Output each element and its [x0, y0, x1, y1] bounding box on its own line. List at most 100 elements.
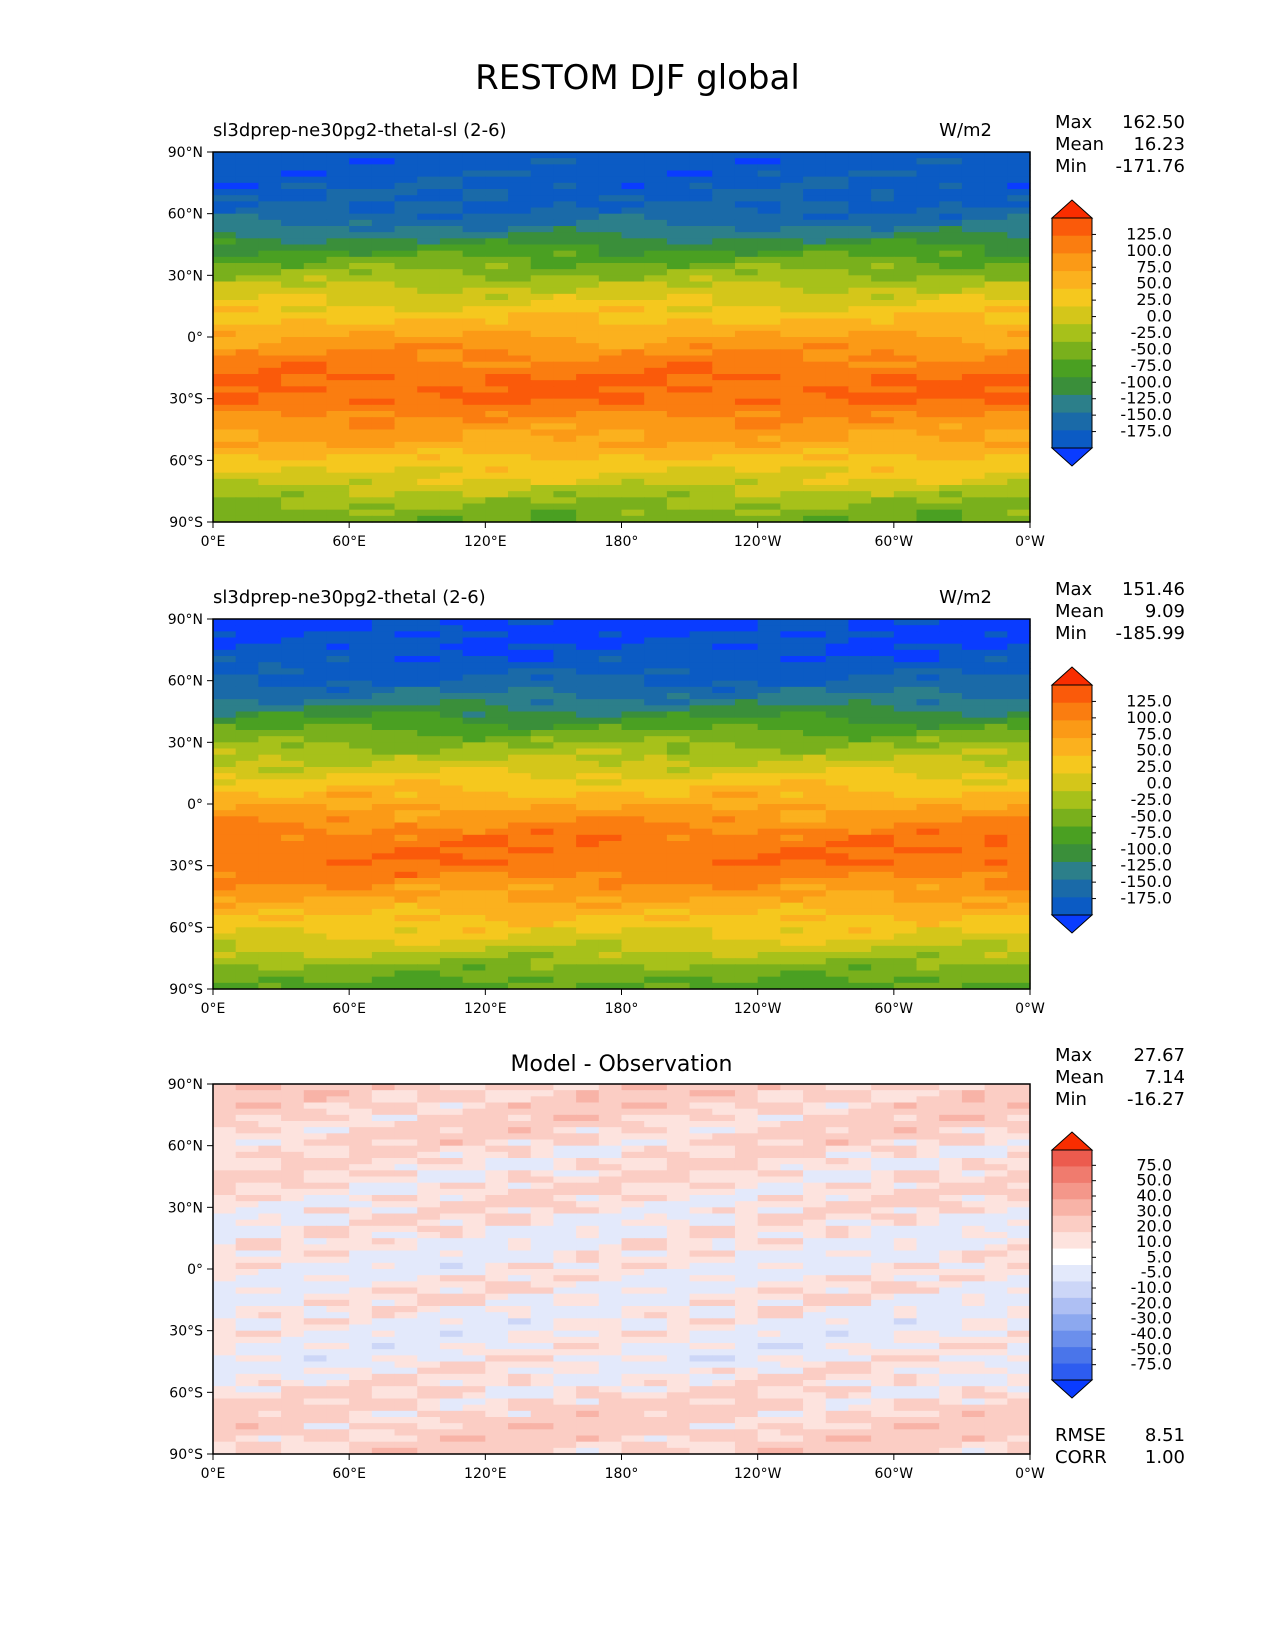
heat-cell [780, 318, 804, 326]
heat-cell [803, 361, 827, 369]
heat-cell [644, 509, 668, 517]
heat-cell [825, 656, 850, 663]
heat-cell [666, 515, 691, 523]
heat-cell [462, 293, 486, 301]
heat-cell [1007, 454, 1031, 461]
heat-cell [258, 939, 282, 947]
heat-cell [530, 693, 555, 700]
heat-cell [303, 878, 328, 885]
heat-cell [1007, 1139, 1031, 1147]
heat-cell [281, 164, 305, 172]
heat-cell [757, 293, 781, 301]
heat-cell [394, 717, 418, 725]
heat-cell [757, 176, 781, 184]
heat-cell [689, 970, 713, 978]
heat-cell [508, 952, 532, 959]
heat-cell [916, 312, 940, 320]
heat-cell [621, 767, 645, 774]
heat-cell [961, 865, 986, 873]
heat-cell [439, 736, 464, 743]
heat-cell [871, 970, 895, 978]
heat-cell [485, 361, 509, 369]
heat-cell [598, 921, 623, 928]
heat-cell [530, 300, 555, 307]
heat-cell [462, 699, 486, 706]
heat-cell [485, 238, 509, 246]
heat-cell [530, 649, 555, 657]
heat-cell [530, 176, 555, 184]
heat-cell [961, 915, 986, 922]
heat-cell [439, 152, 464, 159]
heat-cell [417, 754, 441, 762]
heat-cell [462, 680, 486, 688]
heat-cell [893, 448, 918, 455]
heat-cell [303, 896, 328, 904]
heat-cell [644, 773, 668, 780]
heat-cell [939, 711, 963, 719]
heat-cell [417, 195, 441, 202]
heat-cell [553, 195, 577, 202]
heat-cell [848, 238, 872, 246]
heat-cell [439, 730, 464, 737]
heat-cell [530, 324, 555, 332]
heat-cell [258, 816, 282, 824]
heat-cell [871, 355, 895, 363]
heat-cell [394, 281, 418, 289]
heat-cell [213, 637, 237, 645]
heat-cell [984, 454, 1008, 461]
heat-cell [213, 631, 237, 639]
heat-cell [553, 797, 577, 805]
heat-cell [689, 933, 713, 941]
heat-cell [825, 152, 850, 159]
heat-cell [893, 1102, 918, 1110]
heat-cell [462, 256, 486, 264]
heat-cell [893, 509, 918, 517]
heat-cell [439, 705, 464, 713]
heat-cell [576, 170, 600, 178]
heat-cell [961, 398, 986, 406]
heat-cell [871, 853, 895, 861]
heat-cell [439, 423, 464, 431]
heat-cell [213, 1127, 237, 1134]
heat-cell [712, 693, 736, 700]
heat-cell [621, 478, 645, 486]
heat-cell [984, 491, 1008, 498]
heat-cell [780, 754, 804, 762]
heat-cell [508, 466, 532, 474]
heat-cell [553, 723, 577, 731]
heat-cell [530, 822, 555, 830]
heat-cell [303, 448, 328, 455]
heat-cell [530, 797, 555, 805]
heat-cell [916, 509, 940, 517]
heat-cell [757, 945, 781, 953]
heat-cell [303, 841, 328, 848]
heat-cell [780, 1090, 804, 1097]
heat-cell [258, 699, 282, 706]
heat-cell [213, 730, 237, 737]
heat-cell [916, 176, 940, 184]
map-plot: 90°N60°N30°N0°30°S60°S90°S0°E 60°E 120°E 18… [168, 145, 1045, 550]
heat-cell [803, 478, 827, 486]
heat-cell [666, 454, 691, 461]
heat-cell [281, 411, 305, 418]
heat-cell [939, 723, 963, 731]
heat-cell [780, 423, 804, 431]
heat-cell [666, 503, 691, 511]
heat-cell [213, 164, 237, 172]
heat-cell [803, 189, 827, 196]
heat-cell [712, 509, 736, 517]
heat-cell [734, 841, 759, 848]
heat-cell [439, 1133, 464, 1141]
heat-cell [371, 908, 396, 916]
heat-cell [644, 429, 668, 437]
heat-cell [712, 380, 736, 387]
heat-cell [371, 244, 396, 252]
heat-cell [1007, 176, 1031, 184]
heat-cell [439, 649, 464, 657]
heat-cell [576, 915, 600, 922]
heat-cell [281, 337, 305, 344]
heat-cell [349, 791, 373, 799]
heat-cell [712, 785, 736, 793]
heat-cell [258, 1121, 282, 1128]
heat-cell [371, 330, 396, 338]
